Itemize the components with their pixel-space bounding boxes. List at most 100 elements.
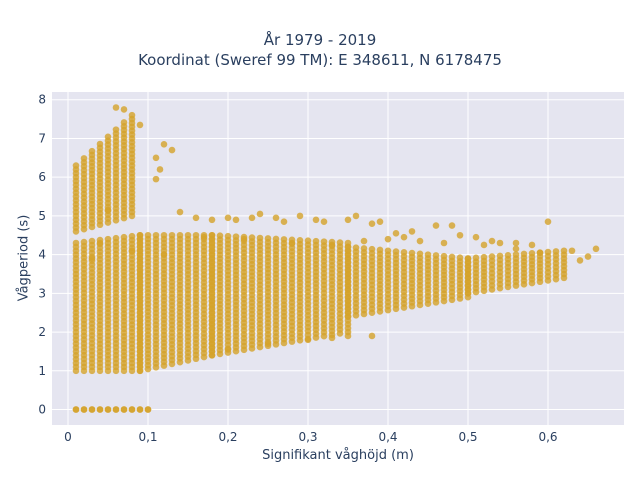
scatter-point	[264, 340, 272, 347]
x-tick-label: 0	[64, 430, 72, 444]
scatter-point	[112, 406, 120, 413]
scatter-point	[128, 406, 136, 413]
scatter-point	[88, 237, 96, 245]
scatter-point	[104, 406, 112, 413]
scatter-point	[136, 231, 144, 239]
scatter-point	[552, 248, 560, 255]
scatter-point	[288, 239, 296, 247]
scatter-point	[104, 235, 112, 243]
scatter-point	[72, 406, 80, 413]
scatter-point	[240, 235, 248, 243]
scatter-point	[416, 250, 424, 258]
y-tick-label: 5	[38, 209, 46, 223]
scatter-point	[480, 253, 488, 261]
scatter-point	[160, 251, 168, 258]
scatter-point	[432, 222, 440, 229]
scatter-point	[144, 231, 152, 239]
scatter-point	[160, 140, 168, 148]
scatter-point	[416, 237, 424, 245]
scatter-point	[156, 166, 164, 173]
scatter-point	[368, 220, 376, 227]
scatter-point	[112, 234, 120, 242]
scatter-point	[440, 239, 448, 247]
y-tick-label: 2	[38, 325, 46, 339]
x-tick-label: 0,5	[458, 430, 477, 444]
scatter-point	[376, 218, 384, 226]
scatter-point	[80, 155, 88, 162]
scatter-point	[296, 212, 304, 220]
scatter-point	[120, 106, 128, 113]
scatter-point	[272, 214, 280, 222]
scatter-point	[232, 233, 240, 240]
scatter-point	[248, 214, 256, 222]
scatter-point	[512, 245, 520, 253]
scatter-point	[456, 231, 464, 239]
scatter-point	[328, 241, 336, 249]
scatter-point	[168, 231, 176, 239]
scatter-point	[504, 251, 512, 259]
scatter-point	[360, 237, 368, 245]
scatter-point	[368, 332, 376, 340]
scatter-point	[488, 237, 496, 245]
scatter-point	[560, 247, 568, 255]
scatter-point	[344, 332, 352, 340]
scatter-point	[320, 218, 328, 226]
scatter-point	[72, 162, 80, 169]
scatter-point	[472, 254, 480, 262]
scatter-point	[200, 233, 208, 241]
scatter-point	[528, 250, 536, 257]
scatter-point	[88, 147, 96, 155]
scatter-point	[440, 252, 448, 260]
scatter-point	[144, 406, 152, 413]
scatter-point	[408, 249, 416, 257]
x-tick-label: 0,2	[218, 430, 237, 444]
y-tick-label: 8	[38, 93, 46, 107]
scatter-point	[152, 154, 160, 162]
scatter-point	[120, 233, 128, 241]
scatter-point	[224, 346, 232, 353]
scatter-point	[208, 231, 216, 239]
scatter-point	[128, 111, 136, 119]
y-tick-label: 6	[38, 170, 46, 184]
scatter-point	[152, 175, 160, 183]
scatter-point	[592, 245, 600, 253]
scatter-point	[272, 235, 280, 243]
scatter-point	[88, 255, 96, 262]
scatter-point	[120, 119, 128, 126]
scatter-point	[72, 239, 80, 247]
scatter-point	[384, 235, 392, 243]
scatter-point	[520, 250, 528, 258]
scatter-point	[192, 231, 200, 239]
y-tick-label: 0	[38, 403, 46, 417]
scatter-point	[136, 121, 144, 129]
scatter-point	[544, 248, 552, 256]
scatter-point	[328, 334, 336, 342]
scatter-point	[232, 216, 240, 224]
scatter-point	[384, 247, 392, 255]
scatter-point	[248, 234, 256, 241]
scatter-point	[304, 237, 312, 245]
scatter-point	[352, 244, 360, 251]
scatter-point	[488, 253, 496, 260]
x-tick-label: 0,3	[298, 430, 317, 444]
scatter-point	[344, 243, 352, 251]
scatter-point	[176, 231, 184, 239]
scatter-point	[432, 252, 440, 259]
chart-subtitle: Koordinat (Sweref 99 TM): E 348611, N 61…	[138, 51, 502, 69]
scatter-point	[280, 236, 288, 243]
y-tick-label: 1	[38, 364, 46, 378]
y-tick-label: 7	[38, 131, 46, 145]
scatter-point	[104, 133, 112, 141]
scatter-point	[336, 239, 344, 246]
scatter-point	[80, 238, 88, 246]
scatter-point	[312, 237, 320, 245]
scatter-point	[128, 232, 136, 240]
scatter-point	[264, 235, 272, 242]
scatter-point	[176, 208, 184, 216]
scatter-point	[536, 249, 544, 256]
scatter-point	[192, 214, 200, 222]
scatter-point	[512, 251, 520, 258]
scatter-point	[104, 206, 112, 214]
